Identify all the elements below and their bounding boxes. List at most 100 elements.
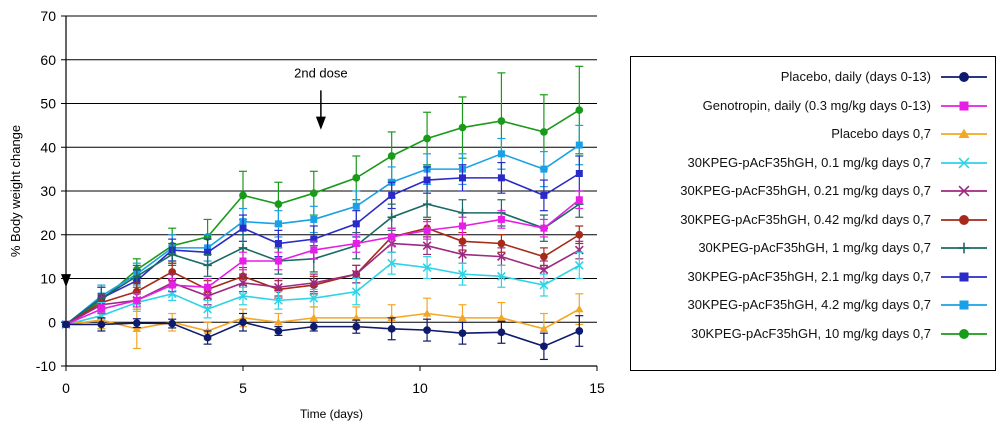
data-point <box>273 295 283 305</box>
series-0 <box>62 312 584 361</box>
data-point <box>132 272 141 281</box>
data-point <box>458 237 467 246</box>
data-point <box>309 293 319 303</box>
legend-marker <box>959 72 969 82</box>
data-point <box>575 304 584 313</box>
data-point <box>238 243 248 253</box>
legend-swatch <box>941 242 987 254</box>
gridlines <box>66 15 597 367</box>
legend-label: 30KPEG-pAcF35hGH, 0.1 mg/kg days 0,7 <box>687 154 931 170</box>
data-point <box>540 342 548 351</box>
y-tick-label: 70 <box>40 8 56 24</box>
legend-label: 30KPEG-pAcF35hGH, 0.42 mg/kd days 0,7 <box>680 211 931 227</box>
legend-marker-shape <box>959 328 969 339</box>
data-point <box>274 327 283 335</box>
x-tick-label: 15 <box>589 380 605 396</box>
data-point <box>352 202 360 210</box>
data-point <box>497 117 506 125</box>
data-point <box>351 287 361 297</box>
chart-area: -10 0 10 20 30 40 50 60 70 0 5 10 15 Time (days) % Bod… <box>8 8 605 421</box>
legend-marker-shape <box>959 272 969 281</box>
legend-item: Genotropin, daily (0.3 mg/kg days 0-13) <box>631 95 997 119</box>
data-point <box>351 269 361 279</box>
legend-marker-shape <box>958 156 970 169</box>
data-point <box>132 319 141 327</box>
data-point <box>274 318 283 326</box>
y-tick-label: 30 <box>40 183 56 199</box>
legend-item: 30KPEG-pAcF35hGH, 0.1 mg/kg days 0,7 <box>631 152 997 176</box>
y-tick-label: 20 <box>40 227 56 243</box>
data-point <box>575 196 583 204</box>
data-point <box>309 322 318 331</box>
legend-item: Placebo days 0,7 <box>631 123 997 147</box>
legend-label: 30KPEG-pAcF35hGH, 10 mg/kg days 0,7 <box>691 325 931 341</box>
data-point <box>458 222 466 230</box>
data-point <box>239 191 247 200</box>
legend-marker <box>958 185 970 197</box>
legend-swatch <box>941 300 987 310</box>
legend-marker <box>959 214 969 225</box>
legend-marker-shape <box>959 214 969 225</box>
legend-marker <box>959 328 969 339</box>
data-point <box>458 123 467 132</box>
legend-item: 30KPEG-pAcF35hGH, 1 mg/kg days 0,7 <box>631 237 997 261</box>
data-point <box>458 174 466 182</box>
data-point <box>422 199 432 209</box>
legend-marker <box>958 156 970 169</box>
legend-marker-shape <box>958 242 970 254</box>
legend-label: 30KPEG-pAcF35hGH, 4.2 mg/kg days 0,7 <box>687 297 931 312</box>
data-point <box>274 220 282 228</box>
data-point <box>423 134 431 143</box>
data-point <box>540 128 548 136</box>
y-tick-label: 40 <box>40 139 56 155</box>
data-point <box>458 313 467 322</box>
data-point <box>458 269 467 279</box>
data-point <box>309 278 319 288</box>
data-point <box>168 319 177 328</box>
data-point <box>204 248 212 256</box>
data-point <box>497 215 505 223</box>
data-point <box>575 230 584 239</box>
data-point <box>540 165 548 173</box>
data-point <box>352 174 361 182</box>
data-point <box>352 322 361 331</box>
data-point <box>422 309 432 317</box>
data-point <box>575 106 584 114</box>
x-tick-label: 5 <box>239 380 247 396</box>
legend-marker-shape <box>959 101 969 110</box>
y-tick-label: 60 <box>40 52 56 68</box>
data-point <box>168 281 176 289</box>
legend-label: Placebo days 0,7 <box>831 126 931 141</box>
data-point <box>204 283 212 291</box>
data-point <box>422 241 432 251</box>
first-dose-arrow <box>61 274 71 288</box>
legend-marker <box>959 272 969 281</box>
data-point <box>274 257 282 265</box>
x-tick-label: 10 <box>412 380 428 396</box>
y-tick-label: 10 <box>40 271 56 287</box>
annotation-arrow-head <box>315 116 326 130</box>
data-point <box>239 318 247 327</box>
legend-marker-shape <box>958 128 970 139</box>
data-point <box>97 320 106 329</box>
x-axis-label: Time (days) <box>300 407 363 421</box>
data-point <box>458 208 467 218</box>
legend: Placebo, daily (days 0-13) Genotropin, da… <box>630 56 996 371</box>
data-point <box>497 252 506 262</box>
data-point <box>422 263 432 272</box>
data-point <box>497 150 505 158</box>
data-point <box>309 313 318 322</box>
data-point <box>352 240 360 247</box>
legend-item: 30KPEG-pAcF35hGH, 0.21 mg/kg days 0,7 <box>631 180 997 204</box>
legend-swatch <box>941 156 987 169</box>
data-point <box>387 213 396 222</box>
legend-marker-shape <box>958 185 970 197</box>
data-point <box>203 333 212 342</box>
legend-label: Genotropin, daily (0.3 mg/kg days 0-13) <box>702 97 931 113</box>
data-point <box>539 280 549 290</box>
data-point <box>575 327 584 335</box>
data-point <box>540 191 548 199</box>
data-point <box>203 304 213 314</box>
data-point <box>352 220 360 228</box>
x-tick-label: 0 <box>62 380 70 396</box>
